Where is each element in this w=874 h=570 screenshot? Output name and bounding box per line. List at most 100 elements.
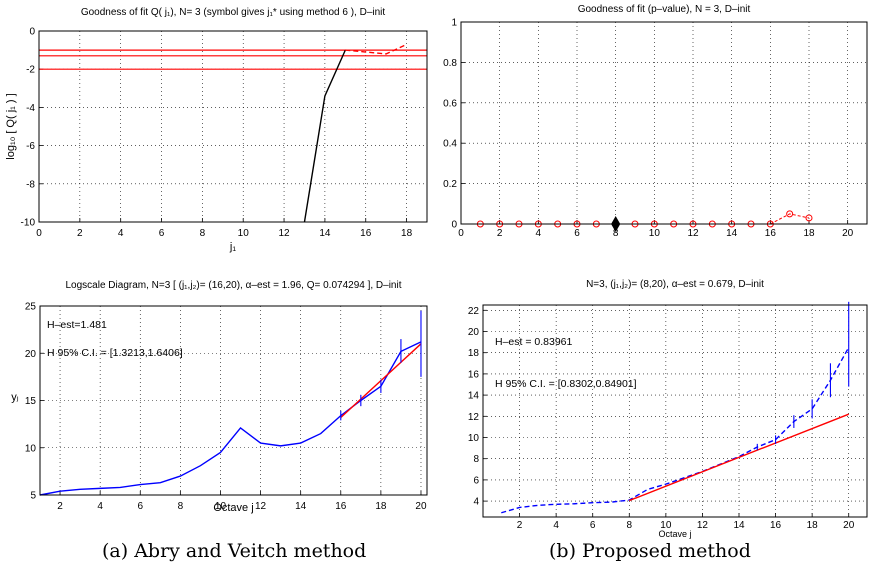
y-tick-label: -10	[21, 218, 36, 229]
chart-panel-1: Goodness of fit Q( j₁), N= 3 (symbol giv…	[5, 7, 428, 253]
x-tick-label: 18	[375, 501, 387, 512]
plot-frame	[482, 304, 868, 518]
x-tick-label: 2	[517, 520, 523, 531]
y-tick-label: 0	[451, 220, 457, 231]
annotation-text: H 95% C.I. = [1.3213,1.6406]	[47, 347, 183, 359]
y-tick-label: -2	[26, 65, 35, 76]
x-tick-label: 8	[178, 501, 184, 512]
x-tick-label: 8	[613, 228, 619, 239]
annotation-text: H 95% C.I. = [0.8302,0.84901]	[495, 378, 637, 390]
x-tick-label: 10	[660, 520, 672, 531]
x-axis-label: Octave j	[213, 502, 253, 514]
y-tick-label: 1	[451, 18, 457, 29]
x-tick-label: 18	[807, 520, 819, 531]
x-tick-label: 12	[687, 228, 699, 239]
y-tick-label: -8	[26, 179, 35, 190]
x-tick-label: 14	[726, 228, 738, 239]
series-line-2	[345, 43, 407, 55]
x-tick-label: 16	[770, 520, 782, 531]
x-tick-label: 16	[360, 228, 372, 239]
y-tick-label: 4	[473, 497, 479, 508]
y-tick-label: 0	[29, 27, 35, 38]
y-tick-label: 0.8	[443, 58, 457, 69]
y-axis-label: yⱼ	[11, 392, 19, 404]
x-tick-label: 8	[200, 228, 206, 239]
x-tick-label: 20	[842, 228, 854, 239]
y-tick-label: 10	[468, 433, 480, 444]
annotation-text: H–est=1.481	[47, 319, 107, 331]
chart-panel-3: Logscale Diagram, N=3 [ (j₁,j₂)= (16,20)…	[11, 280, 428, 514]
caption-b: (b) Proposed method	[549, 540, 751, 562]
series-line-1	[501, 347, 850, 514]
x-tick-label: 16	[765, 228, 777, 239]
x-tick-label: 2	[77, 228, 83, 239]
chart-panel-4: N=3, (j₁,j₂)= (8,20), α–est = 0.679, D–i…	[468, 279, 868, 539]
x-tick-label: 6	[574, 228, 580, 239]
x-tick-label: 6	[137, 501, 143, 512]
x-tick-label: 18	[803, 228, 815, 239]
y-tick-label: 10	[25, 443, 37, 454]
chart-title: Goodness of fit Q( j₁), N= 3 (symbol giv…	[81, 7, 386, 18]
chart-title: N=3, (j₁,j₂)= (8,20), α–est = 0.679, D–i…	[586, 279, 764, 290]
data-point	[805, 214, 813, 222]
y-tick-label: 16	[468, 369, 480, 380]
y-tick-label: 6	[473, 475, 479, 486]
x-axis-label: j₁	[229, 241, 236, 253]
y-tick-label: 25	[25, 302, 37, 313]
y-tick-label: -6	[26, 141, 35, 152]
plot-frame	[460, 21, 868, 225]
series-line-1	[39, 341, 422, 496]
series-line-2	[629, 413, 849, 502]
x-tick-label: 12	[255, 501, 267, 512]
x-tick-label: 2	[57, 501, 63, 512]
y-tick-label: 8	[473, 454, 479, 465]
chart-panel-2: Goodness of fit (p–value), N = 3, D–init…	[443, 4, 868, 239]
x-tick-label: 6	[159, 228, 165, 239]
y-tick-label: 14	[468, 391, 480, 402]
chart-title: Goodness of fit (p–value), N = 3, D–init	[578, 4, 751, 15]
x-tick-label: 4	[536, 228, 542, 239]
y-tick-label: 20	[25, 349, 37, 360]
x-tick-label: 16	[335, 501, 347, 512]
annotation-text: H–est = 0.83961	[495, 336, 573, 348]
x-tick-label: 12	[278, 228, 290, 239]
y-tick-label: 5	[30, 491, 36, 502]
x-axis-label: Octave j	[658, 529, 691, 539]
x-tick-label: 10	[238, 228, 250, 239]
x-tick-label: 20	[843, 520, 855, 531]
x-tick-label: 18	[401, 228, 413, 239]
x-tick-label: 4	[118, 228, 124, 239]
x-tick-label: 6	[590, 520, 596, 531]
y-axis-label: log₁₀ [ Q( j₁ ) ]	[5, 93, 17, 159]
x-tick-label: 20	[415, 501, 427, 512]
chart-title: Logscale Diagram, N=3 [ (j₁,j₂)= (16,20)…	[66, 280, 402, 291]
y-tick-label: 12	[468, 412, 480, 423]
x-tick-label: 0	[458, 228, 464, 239]
y-tick-label: 22	[468, 306, 480, 317]
data-point	[786, 210, 794, 218]
x-tick-label: 14	[295, 501, 307, 512]
plot-frame	[39, 305, 428, 496]
x-tick-label: 0	[36, 228, 42, 239]
trend-line	[770, 213, 810, 225]
x-tick-label: 4	[553, 520, 559, 531]
y-tick-label: 0.2	[443, 179, 457, 190]
y-tick-label: 20	[468, 327, 480, 338]
x-tick-label: 8	[627, 520, 633, 531]
x-tick-label: 14	[733, 520, 745, 531]
x-tick-label: 2	[497, 228, 503, 239]
y-tick-label: 0.6	[443, 98, 457, 109]
y-tick-label: 18	[468, 348, 480, 359]
y-tick-label: 15	[25, 396, 37, 407]
y-tick-label: 0.4	[443, 139, 457, 150]
x-tick-label: 10	[649, 228, 661, 239]
x-tick-label: 4	[97, 501, 103, 512]
y-tick-label: -4	[26, 103, 35, 114]
plot-frame	[38, 30, 428, 223]
series-line-1	[303, 49, 346, 223]
caption-a: (a) Abry and Veitch method	[102, 540, 367, 562]
x-tick-label: 10	[215, 501, 227, 512]
x-tick-label: 12	[697, 520, 709, 531]
x-tick-label: 14	[319, 228, 331, 239]
